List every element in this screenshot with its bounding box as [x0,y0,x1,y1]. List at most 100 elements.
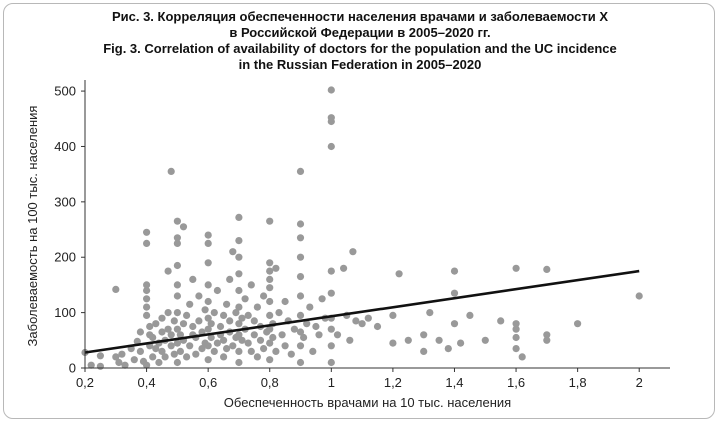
data-point [287,350,295,358]
data-point [183,311,191,319]
data-point [327,114,335,122]
chart-title-line-4: in the Russian Federation in 2005–2020 [238,57,482,72]
data-point [250,317,258,325]
data-point [226,275,234,283]
data-point [232,309,240,317]
data-point [235,358,243,367]
data-point [426,309,434,317]
data-point [327,142,335,151]
data-point [170,317,178,325]
data-point [183,353,191,361]
data-point [266,217,274,225]
x-axis-label: Обеспеченность врачами на 10 тыс. населе… [224,395,511,410]
data-point [149,333,157,342]
data-point [220,353,228,361]
data-point [179,320,188,328]
data-point [290,325,298,333]
x-ticks: 0,2 0,4 0,6 0,8 1 1,2 1,4 1,6 1,8 2 [76,368,643,390]
data-point [173,217,181,225]
data-point [161,353,169,361]
data-point [204,297,212,306]
figure-frame [3,3,715,419]
data-point [158,347,166,355]
data-point [173,281,181,289]
data-point [457,339,465,347]
x-tick-label: 1,6 [507,375,525,390]
data-point [512,320,520,328]
data-point [238,336,246,344]
x-tick-label: 0,4 [138,375,156,390]
data-point [213,339,221,347]
data-point [481,336,489,344]
x-tick-label: 0,2 [76,375,94,390]
x-tick-label: 1 [328,375,335,390]
data-point [327,86,335,94]
data-point [204,342,212,350]
data-point [96,362,104,370]
data-point [133,337,141,345]
data-point [518,353,526,361]
data-point [186,300,194,308]
data-point [250,331,258,339]
data-point [512,325,520,333]
data-point [266,325,274,333]
data-point [216,322,225,331]
data-point [244,311,252,319]
data-point [87,361,95,369]
data-point [389,339,397,347]
data-point [238,314,246,322]
data-point [143,281,151,289]
data-point [635,292,643,300]
data-point [173,261,181,270]
data-point [173,358,181,367]
data-point [450,320,459,328]
data-point [115,358,123,367]
data-point [229,248,237,256]
data-point [266,267,274,275]
data-point [130,356,138,364]
data-point [349,248,357,256]
data-point [352,317,360,325]
data-point [152,345,160,353]
data-point [327,325,335,333]
data-point [309,347,317,355]
x-tick-label: 2 [636,375,643,390]
data-point [296,234,305,242]
data-point [272,264,280,272]
data-point [327,289,335,297]
data-point [543,265,551,273]
data-point [223,300,231,308]
data-point [247,281,255,289]
data-point [260,345,268,353]
data-point [296,292,305,300]
data-point [186,342,194,350]
data-point [164,309,172,317]
data-point [143,303,151,311]
data-point [192,350,200,358]
data-point [420,331,428,339]
data-point [296,342,305,350]
data-point [247,347,255,355]
data-point [327,267,335,275]
data-point [235,270,243,278]
data-point [173,309,181,317]
data-point [195,292,203,300]
data-point [204,356,212,364]
data-point [275,309,283,317]
data-point [136,328,144,336]
data-point [164,325,172,333]
data-point [512,345,520,353]
data-point [266,339,274,347]
data-point [296,273,305,281]
data-point [195,317,203,325]
data-point [176,347,184,355]
data-point [173,339,181,347]
data-point [318,295,326,303]
data-point [450,289,459,297]
data-point [327,342,335,350]
data-point [170,350,178,358]
data-point [210,309,218,317]
data-point [189,322,197,331]
data-point [235,237,243,245]
x-tick-label: 0,6 [199,375,217,390]
